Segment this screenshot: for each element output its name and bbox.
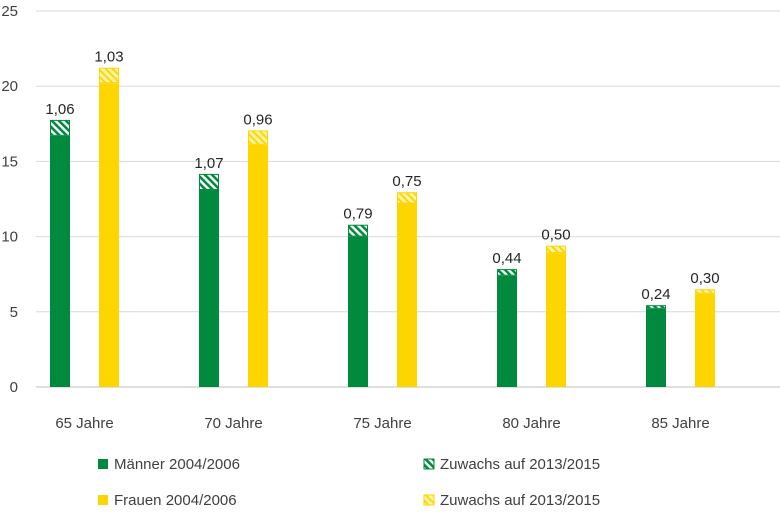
legend-swatch	[423, 494, 435, 506]
legend-label: Frauen 2004/2006	[114, 492, 237, 509]
legend-label: Männer 2004/2006	[114, 456, 240, 473]
data-label: 0,44	[492, 250, 521, 267]
y-tick-label: 10	[1, 229, 18, 246]
bar-zuwachs-frauen	[397, 192, 417, 204]
y-tick-label: 0	[10, 379, 18, 396]
data-label: 0,30	[690, 270, 719, 287]
bar-maenner	[199, 189, 219, 387]
legend-frauen: Frauen 2004/2006	[98, 492, 237, 509]
legend-swatch	[423, 458, 435, 470]
bar-zuwachs-maenner	[50, 119, 70, 136]
x-category-label: 70 Jahre	[204, 415, 262, 432]
legend: Männer 2004/2006 Zuwachs auf 2013/2015 Fra…	[98, 456, 600, 509]
data-label: 0,50	[541, 227, 570, 244]
legend-swatch	[98, 495, 108, 505]
legend-swatch	[98, 459, 108, 469]
data-label: 0,79	[343, 206, 372, 223]
bar-frauen	[397, 203, 417, 387]
data-label: 0,24	[641, 286, 670, 303]
bar-maenner	[50, 135, 70, 387]
x-category-label: 85 Jahre	[651, 415, 709, 432]
bar-zuwachs-maenner	[497, 269, 517, 276]
bar-zuwachs-frauen	[248, 130, 268, 145]
data-label: 1,07	[194, 155, 223, 172]
data-label: 0,75	[392, 173, 421, 190]
x-axis-categories: 65 Jahre 70 Jahre 75 Jahre 80 Jahre 85 Jahre	[55, 415, 709, 432]
y-tick-label: 20	[1, 78, 18, 95]
x-category-label: 75 Jahre	[353, 415, 411, 432]
bar-zuwachs-frauen	[546, 245, 566, 254]
data-label: 1,06	[45, 101, 74, 118]
y-axis-ticks: 0 5 10 15 20 25	[1, 3, 18, 396]
y-tick-label: 15	[1, 153, 18, 170]
legend-label: Zuwachs auf 2013/2015	[440, 456, 600, 473]
bar-zuwachs-frauen	[695, 289, 715, 294]
bar-frauen	[695, 293, 715, 387]
bar-zuwachs-maenner	[646, 305, 666, 309]
data-label: 0,96	[243, 111, 272, 128]
bar-maenner	[646, 308, 666, 387]
x-category-label: 80 Jahre	[502, 415, 560, 432]
bar-frauen	[248, 144, 268, 387]
bar-frauen	[99, 83, 119, 387]
legend-maenner: Männer 2004/2006	[98, 456, 240, 473]
bar-zuwachs-maenner	[199, 173, 219, 190]
bars	[50, 67, 715, 387]
legend-label: Zuwachs auf 2013/2015	[440, 492, 600, 509]
bar-zuwachs-maenner	[348, 224, 368, 237]
bar-frauen	[546, 253, 566, 387]
bar-zuwachs-frauen	[99, 67, 119, 84]
legend-zuwachs-frauen: Zuwachs auf 2013/2015	[423, 492, 600, 509]
legend-zuwachs-maenner: Zuwachs auf 2013/2015	[423, 456, 600, 473]
bar-maenner	[497, 275, 517, 387]
data-labels: 1,06 1,03 1,07 0,96 0,79 0,75 0,44 0,50 0,24 0,30	[45, 49, 719, 303]
y-tick-label: 25	[1, 3, 18, 20]
bar-maenner	[348, 236, 368, 387]
y-tick-label: 5	[10, 304, 18, 321]
x-category-label: 65 Jahre	[55, 415, 113, 432]
data-label: 1,03	[94, 49, 123, 66]
